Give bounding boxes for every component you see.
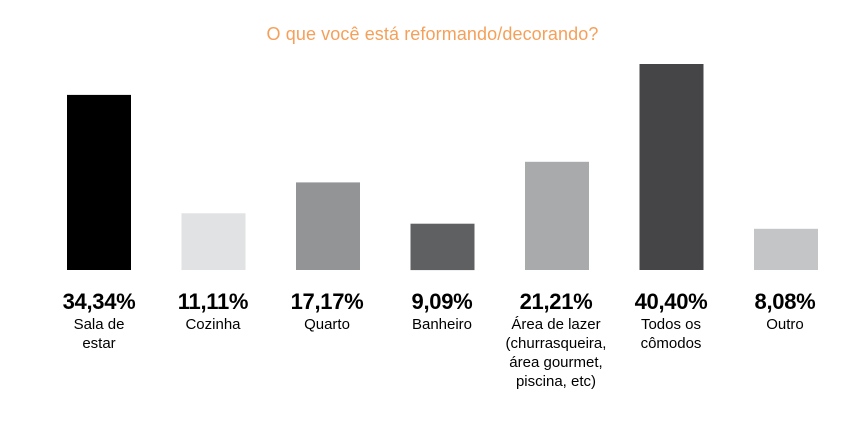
category-label: Banheiro [411, 316, 473, 333]
category-label: Cozinha [185, 316, 241, 333]
bar-label-group-5: 40,40% Todos os cômodos [612, 289, 730, 353]
bar-label-group-4: 21,21% Área de lazer (churrasqueira, áre… [497, 289, 615, 391]
bar-label-group-1: 11,11% Cozinha [154, 289, 272, 334]
bar-0 [67, 94, 131, 271]
bar-2 [296, 182, 360, 270]
value-label: 21,21% [519, 289, 593, 314]
category-label: Outro [766, 316, 804, 333]
category-label: Todos os cômodos [640, 316, 702, 352]
bar-label-group-0: 34,34% Sala de estar [40, 289, 158, 353]
value-label: 8,08% [754, 289, 816, 314]
chart-title: O que você está reformando/decorando? [266, 24, 599, 44]
value-label: 34,34% [62, 289, 136, 314]
category-label: Área de lazer (churrasqueira, área gourm… [505, 316, 607, 390]
bar-label-group-2: 17,17% Quarto [268, 289, 386, 334]
bar-3 [410, 223, 475, 271]
bar-label-group-6: 8,08% Outro [726, 289, 844, 334]
bar-5 [639, 64, 704, 270]
category-label: Quarto [304, 316, 350, 333]
value-label: 9,09% [411, 289, 473, 314]
value-label: 17,17% [290, 289, 364, 314]
value-label: 40,40% [634, 289, 708, 314]
bar-6 [754, 228, 818, 270]
bar-label-group-3: 9,09% Banheiro [383, 289, 501, 334]
value-label: 11,11% [177, 289, 249, 314]
category-label: Sala de estar [73, 316, 125, 352]
bar-1 [181, 213, 246, 270]
bar-4 [525, 161, 589, 270]
